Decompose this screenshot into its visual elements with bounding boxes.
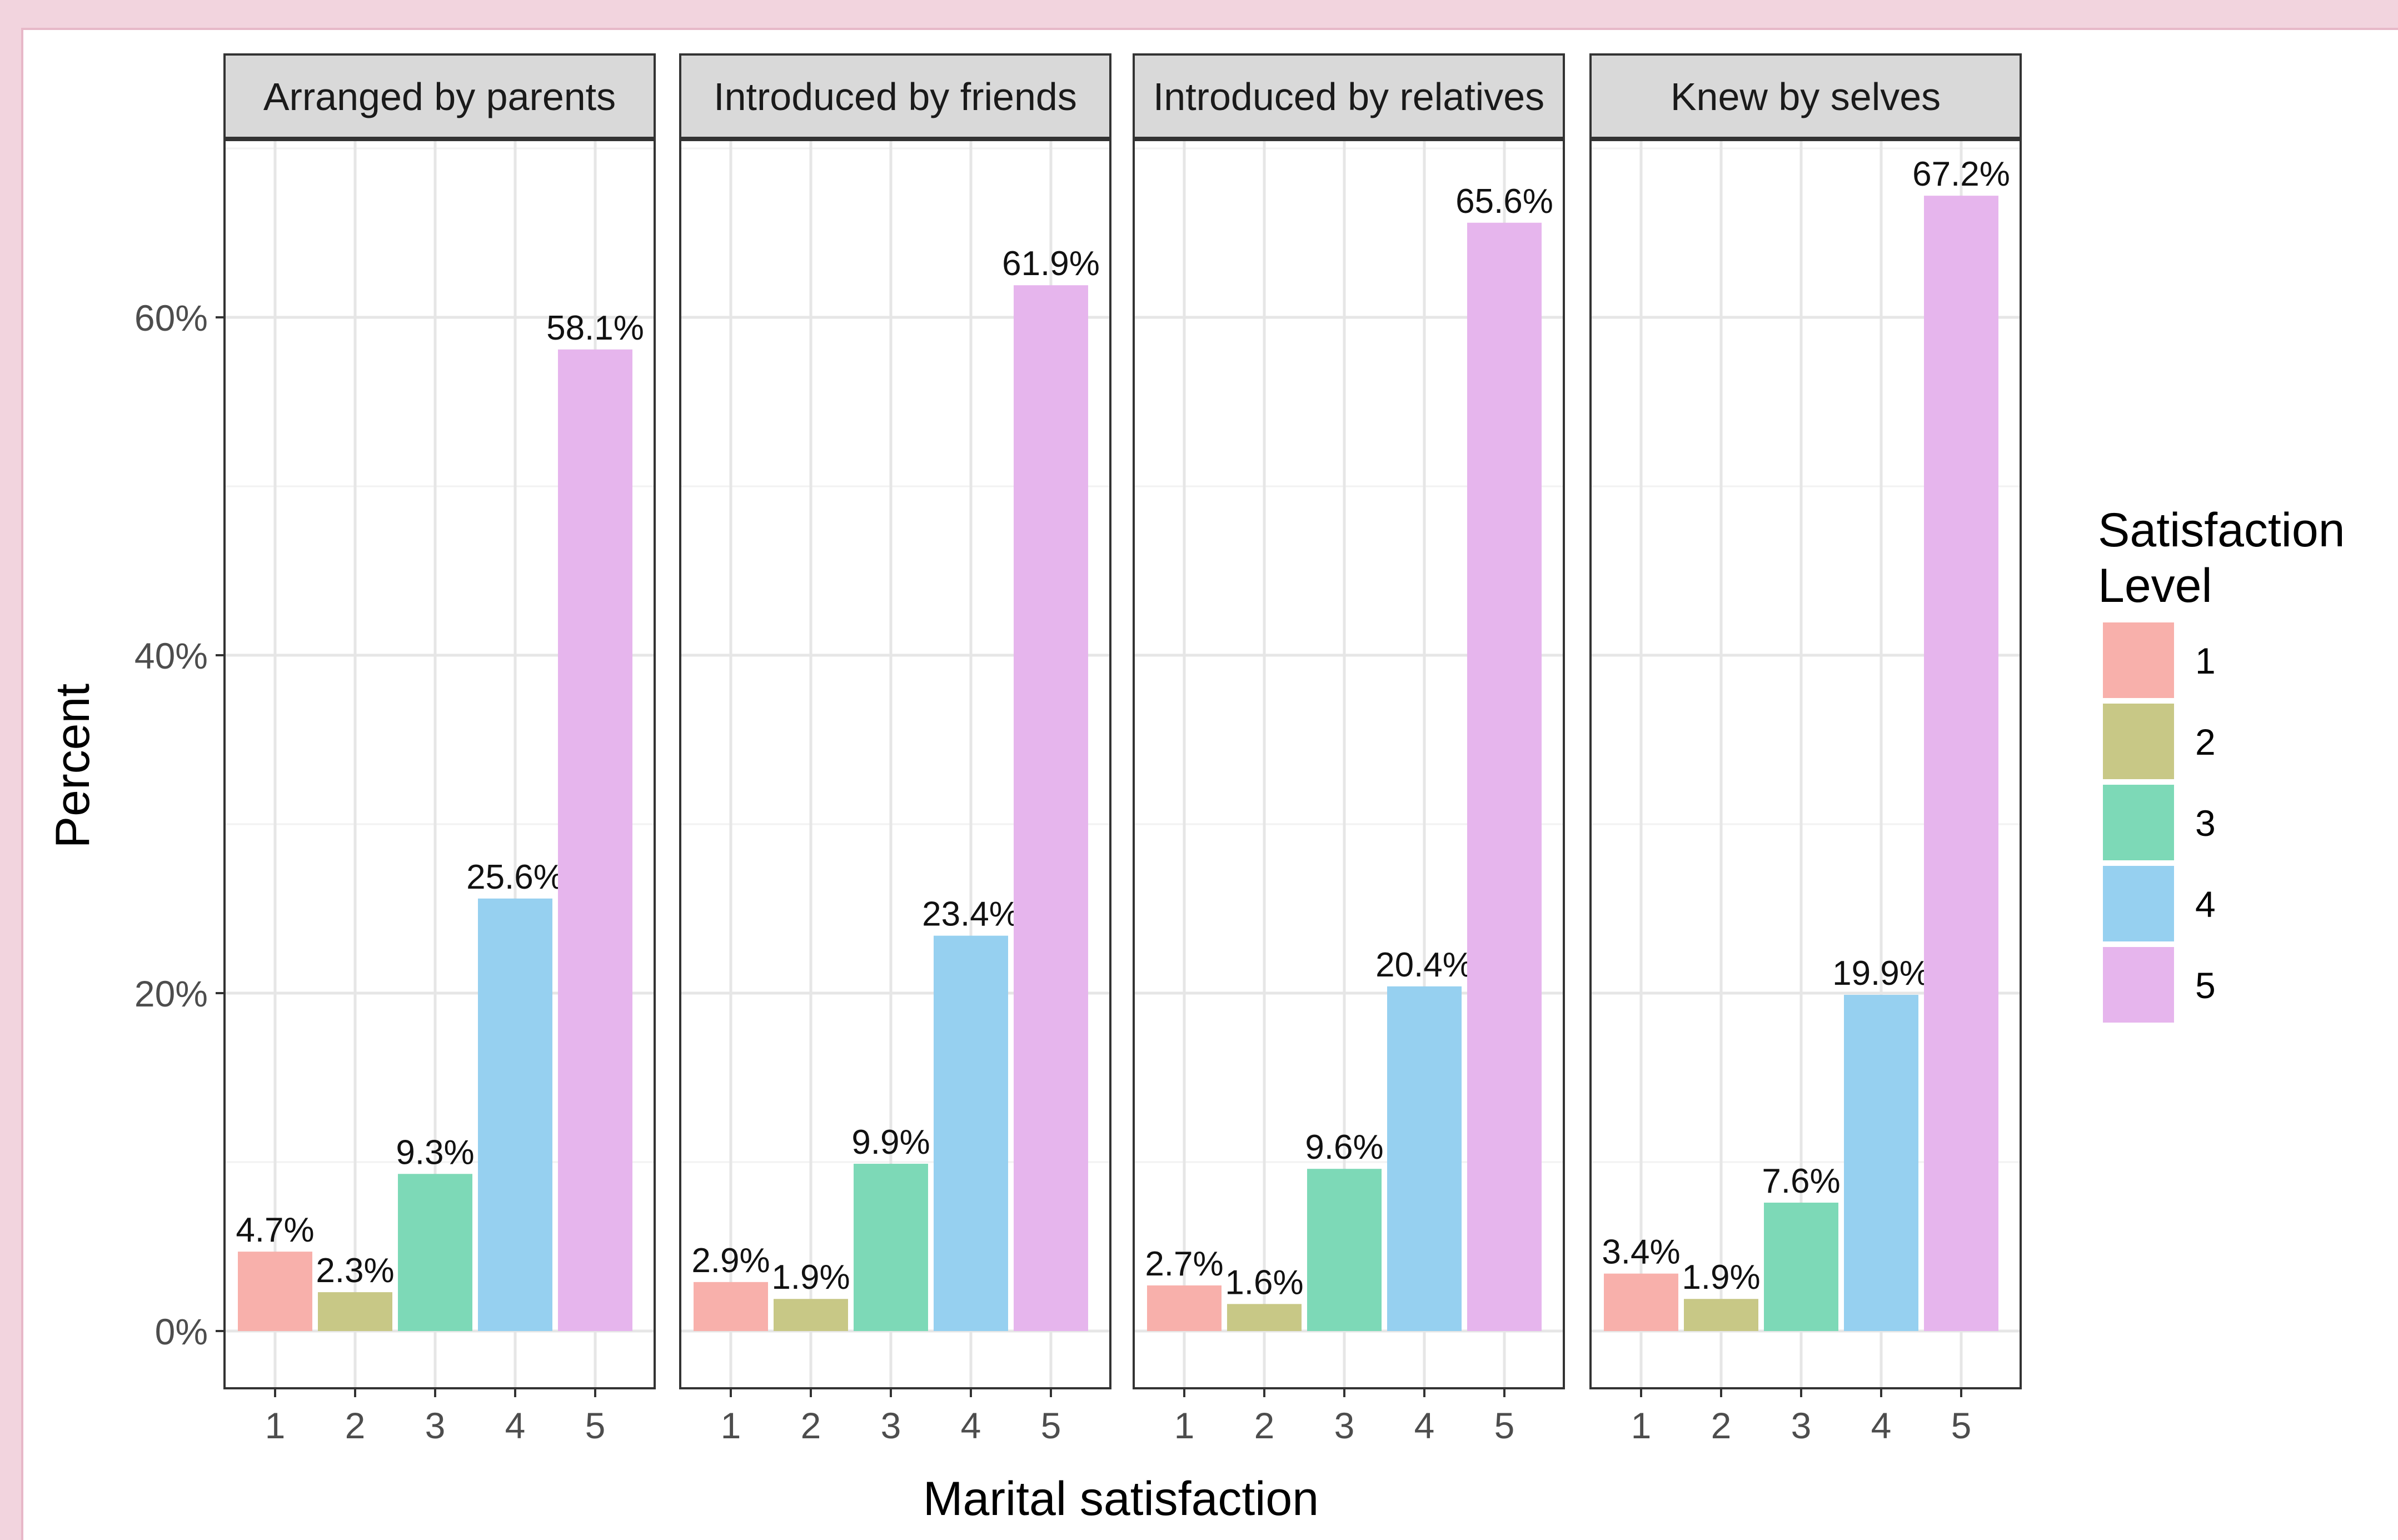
bar-value-label: 1.9% [771,1258,850,1297]
bar-value-label: 9.6% [1305,1128,1383,1167]
bar-value-label: 23.4% [922,895,1020,934]
legend-items: 1 2 3 4 5 [2101,620,2216,1025]
bar-value-label: 67.2% [1912,155,2010,193]
legend-key [2101,864,2176,944]
x-tick-label: 3 [425,1405,446,1446]
legend-title-line2: Level [2098,559,2212,612]
legend-item-label: 4 [2195,884,2216,925]
x-tick-label: 1 [265,1405,286,1446]
bar-value-label: 2.3% [316,1252,394,1290]
plot-border [223,139,656,1389]
bar-value-label: 2.9% [691,1242,770,1280]
y-axis-title: Percent [46,684,99,848]
x-tick-label: 4 [1871,1405,1892,1446]
x-axis-title: Marital satisfaction [923,1472,1319,1526]
legend-item-label: 2 [2195,721,2216,762]
bar [1764,1202,1838,1331]
plot-border [1133,139,1565,1389]
bar [318,1292,392,1331]
legend-title-line1: Satisfaction [2098,504,2345,557]
facet-panel: Knew by selves 3.4%1.9% 7.6% 19.9% 67.2% 1 2 3 4… [1589,53,2022,1446]
bar-value-label: 4.7% [236,1211,314,1249]
bar-value-label: 65.6% [1455,182,1553,221]
bar [238,1252,312,1331]
bar-value-label: 61.9% [1002,245,1100,283]
x-tick-label: 1 [1174,1405,1195,1446]
x-tick-label: 2 [801,1405,821,1446]
bar [854,1164,928,1331]
bar-value-label: 3.4% [1602,1233,1680,1272]
bar-value-label: 9.3% [396,1133,474,1172]
plot-border [679,139,1111,1389]
x-tick-label: 5 [585,1405,606,1446]
x-tick-label: 4 [1414,1405,1435,1446]
bar-value-label: 9.9% [851,1123,930,1162]
facet-strip-label: Introduced by friends [714,75,1077,118]
legend-item-label: 1 [2195,640,2216,681]
x-tick-label: 2 [1254,1405,1275,1446]
x-tick-label: 3 [1791,1405,1812,1446]
bar [398,1174,472,1331]
x-tick-label: 1 [1631,1405,1652,1446]
y-tick-label: 20% [134,973,208,1014]
facet-strip [1133,53,1565,139]
x-tick-label: 4 [961,1405,981,1446]
facet-strip [679,53,1111,139]
bar [558,349,632,1331]
facet-panel: Introduced by friends 2.9% 1.9% 9.9% 23.4% 61… [679,53,1111,1446]
facet-strip-label: Introduced by relatives [1153,75,1544,118]
facet-strip [1589,53,2022,139]
bar [1924,196,1998,1331]
bar-value-label: 20.4% [1375,946,1473,984]
x-tick-label: 5 [1041,1405,1061,1446]
legend-key [2101,620,2176,700]
bar-value-label: 1.6% [1225,1263,1303,1302]
bar-value-label: 7.6% [1762,1162,1840,1200]
bar-value-label: 58.1% [546,309,644,347]
facets-layer: Arranged by parents 4.7%2.3% 9.3% 25.6% 58.1… [223,53,2022,1446]
bar-value-label: 19.9% [1832,954,1930,993]
facet-strip-label: Arranged by parents [263,75,616,118]
facet-panel: Arranged by parents 4.7%2.3% 9.3% 25.6% 58.1… [223,53,656,1446]
bar [1227,1304,1302,1331]
bar-value-label: 2.7% [1145,1245,1223,1283]
bar [1467,222,1542,1331]
legend: Satisfaction Level 1 2 3 4 5 [2098,504,2345,1025]
bar [478,898,552,1331]
bar [1014,285,1088,1331]
y-tick-label: 60% [134,297,208,338]
y-axis: 0% 20% 40% 60% [134,297,225,1352]
bar [694,1282,768,1331]
bar-value-label: 1.9% [1682,1258,1760,1297]
facet-panel: Introduced by relatives 2.7% 1.6% 9.6% 20.4%… [1133,53,1565,1446]
y-tick-label: 0% [155,1311,208,1352]
x-tick-label: 2 [345,1405,366,1446]
bar [774,1299,848,1331]
bar-value-label: 25.6% [466,858,564,896]
bar [1387,986,1462,1331]
bar [1147,1285,1222,1331]
legend-item-label: 3 [2195,803,2216,844]
facet-strip-label: Knew by selves [1671,75,1941,118]
bar [1684,1299,1758,1331]
bar [1844,995,1918,1331]
x-tick-label: 5 [1494,1405,1515,1446]
x-tick-label: 3 [1334,1405,1355,1446]
bar [1307,1169,1382,1331]
facet-strip [223,53,656,139]
x-tick-label: 3 [881,1405,901,1446]
x-tick-label: 4 [505,1405,526,1446]
x-tick-label: 2 [1711,1405,1732,1446]
legend-key [2101,783,2176,863]
bar [934,935,1008,1331]
x-tick-label: 1 [721,1405,741,1446]
plot-border [1589,139,2022,1389]
y-tick-label: 40% [134,635,208,676]
x-tick-label: 5 [1951,1405,1972,1446]
legend-key [2101,701,2176,781]
legend-key [2101,945,2176,1025]
legend-item-label: 5 [2195,965,2216,1006]
bar [1604,1273,1678,1331]
